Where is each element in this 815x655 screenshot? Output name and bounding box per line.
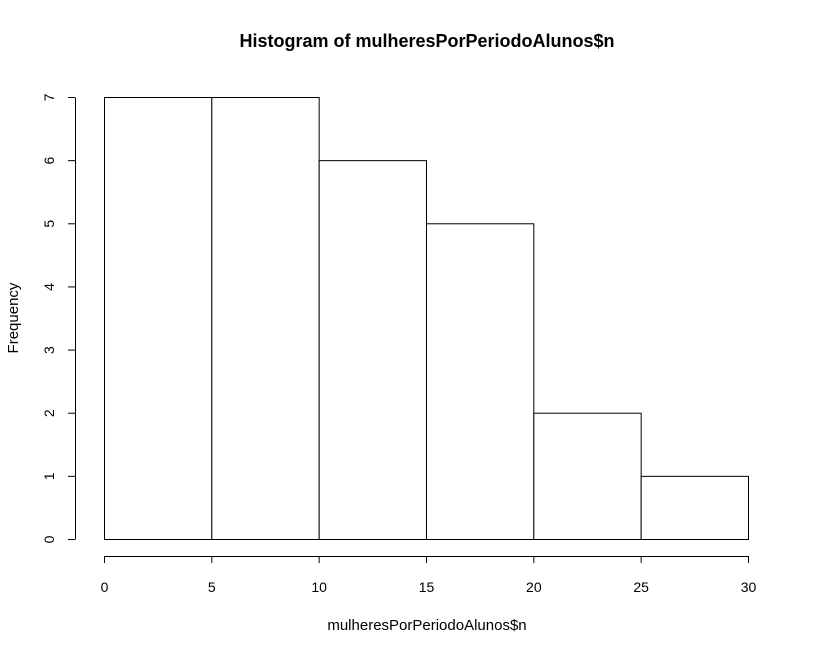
x-tick-label: 15 — [419, 579, 435, 595]
histogram-bar-2 — [318, 160, 427, 540]
y-tick-label: 0 — [41, 535, 57, 543]
y-tick-label: 1 — [41, 472, 57, 480]
x-tick-label: 30 — [741, 579, 757, 595]
x-tick-label: 20 — [526, 579, 542, 595]
histogram-bar-5 — [640, 475, 750, 541]
x-tick-label: 10 — [311, 579, 327, 595]
histogram-bar-4 — [533, 412, 642, 541]
y-tick-label: 6 — [41, 157, 57, 165]
x-axis-label: mulheresPorPeriodoAlunos$n — [327, 617, 526, 634]
y-axis-label: Frequency — [5, 282, 22, 353]
x-tick-label: 25 — [633, 579, 649, 595]
x-tick-label: 0 — [101, 579, 109, 595]
histogram-bar-0 — [104, 97, 213, 540]
chart-title: Histogram of mulheresPorPeriodoAlunos$n — [239, 31, 614, 51]
histogram-bar-1 — [211, 97, 320, 540]
y-tick-label: 3 — [41, 346, 57, 354]
y-tick-label: 5 — [41, 220, 57, 228]
x-tick-label: 5 — [208, 579, 216, 595]
y-tick-label: 7 — [41, 93, 57, 101]
y-tick-label: 2 — [41, 409, 57, 417]
histogram-bar-3 — [426, 223, 535, 541]
y-tick-label: 4 — [41, 283, 57, 291]
